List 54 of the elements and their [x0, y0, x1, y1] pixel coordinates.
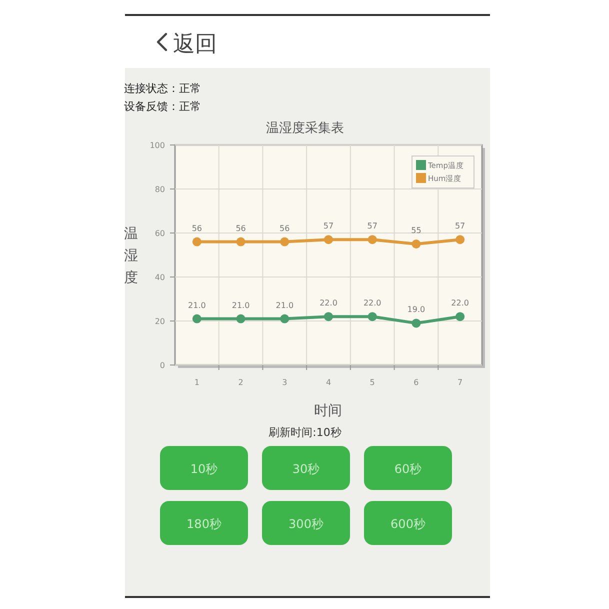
button: 600秒: [364, 501, 452, 545]
data-label: 22.0: [451, 298, 469, 308]
data-label: 57: [323, 222, 334, 231]
data-label: 22.0: [320, 298, 338, 308]
point: [192, 237, 202, 246]
point: [192, 314, 202, 324]
point: [456, 312, 465, 322]
data-label: 56: [280, 224, 290, 233]
point: [280, 237, 290, 246]
point: [324, 235, 333, 244]
x-tick-label: 2: [238, 378, 244, 387]
y-tick-label: 40: [154, 273, 165, 282]
point: [368, 235, 377, 244]
y-tick-label: 100: [150, 141, 165, 150]
y-tick-label: 20: [154, 317, 165, 326]
point: [236, 314, 246, 324]
button: 180秒: [160, 501, 248, 545]
point: [368, 312, 377, 322]
x-tick-label: 5: [370, 378, 375, 387]
data-label: 21.0: [188, 300, 206, 310]
data-label: 57: [454, 222, 466, 231]
y-tick-label: 60: [154, 229, 165, 238]
point: [456, 235, 465, 244]
x-tick-label: 6: [414, 378, 419, 387]
button: 300秒: [262, 501, 350, 545]
data-label: 22.0: [363, 298, 382, 308]
y-tick-label: 80: [154, 185, 165, 194]
text: 连接状态：正常: [124, 82, 201, 95]
x-tick-label: 7: [458, 378, 463, 387]
point: [236, 237, 246, 246]
point: [412, 318, 421, 328]
text: 设备反馈：正常: [124, 100, 201, 113]
x-tick-label: 1: [194, 378, 200, 387]
point: [412, 240, 421, 248]
data-label: 55: [411, 226, 422, 235]
data-label: 21.0: [232, 300, 250, 310]
point: [324, 312, 333, 322]
data-label: 21.0: [276, 300, 294, 310]
data-label: 19.0: [407, 305, 426, 314]
data-label: 56: [236, 224, 246, 233]
x-tick-label: 4: [326, 378, 332, 387]
data-label: 57: [367, 222, 378, 231]
button: 60秒: [364, 446, 452, 490]
text: 刷新时间:10秒: [268, 426, 342, 439]
y-tick-label: 0: [160, 361, 165, 370]
data-label: 56: [192, 224, 202, 233]
text: 返回: [173, 32, 217, 57]
button: 30秒: [262, 446, 350, 490]
button: 10秒: [160, 446, 248, 490]
chart-title: 温湿度采集表: [266, 120, 344, 136]
x-axis-title: 时间: [314, 403, 342, 419]
x-tick-label: 3: [282, 378, 288, 387]
point: [280, 314, 290, 324]
y-axis-title: 温湿度: [124, 226, 138, 286]
